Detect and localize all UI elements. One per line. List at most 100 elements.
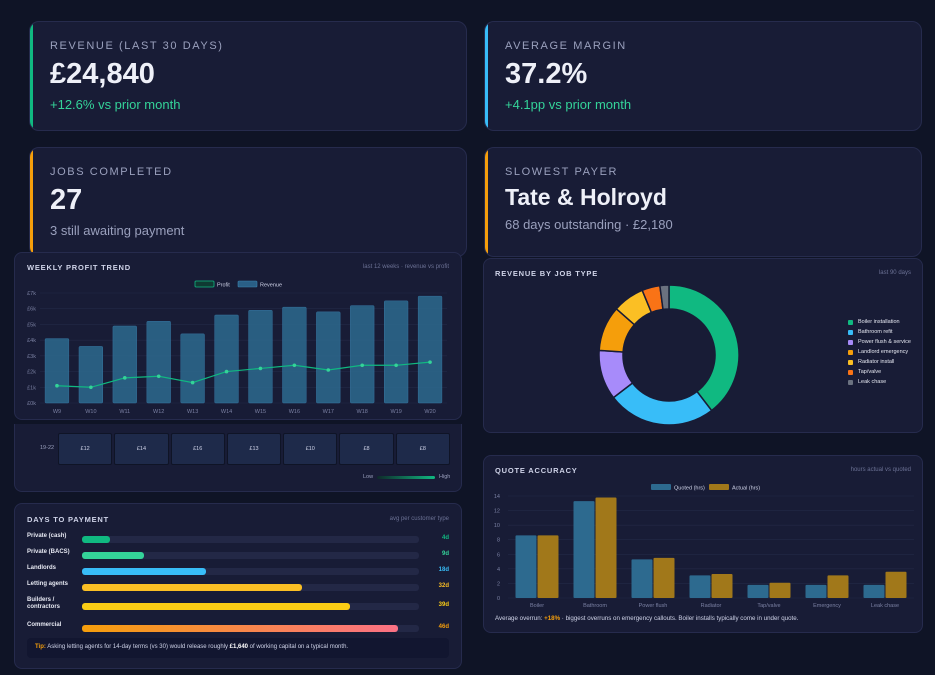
heatmap-cell: £14 (114, 433, 169, 465)
quoted-bar (631, 559, 653, 598)
donut-slice (659, 284, 670, 311)
revenue-bar (282, 306, 307, 404)
kpi-label: SLOWEST PAYER (505, 166, 619, 178)
y-tick-label: £5k (27, 322, 36, 328)
panel-title: REVENUE BY JOB TYPE (495, 269, 599, 278)
quoted-bar (515, 535, 537, 598)
profit-point (156, 374, 161, 379)
kpi-label: JOBS COMPLETED (50, 166, 173, 178)
kpi-value: 37.2% (505, 58, 588, 90)
payment-row: Builders / contractors 39d (27, 597, 449, 614)
legend-swatch (848, 319, 853, 325)
revenue-donut-chart (598, 284, 740, 426)
legend-label: Leak chase (858, 379, 887, 385)
payment-bar-fill (82, 552, 144, 559)
actual-bar (595, 497, 617, 598)
legend-swatch-profit (194, 280, 215, 288)
weekly-profit-chart: £0k £1k £2k £3k £4k £5k £6k £7k Profit Revenue W9 W… (27, 280, 447, 415)
payment-row-value: 4d (441, 535, 449, 541)
legend-swatch (848, 369, 853, 375)
legend-item: Tap/valve (848, 367, 881, 377)
x-tick-label: W20 (424, 409, 435, 415)
profit-point (89, 385, 93, 390)
heatmap-panel: 19-22 £12 £14 £16 £13 £10 £8 £8 Low High (14, 424, 462, 492)
legend-swatch-actual (709, 484, 729, 490)
panel-title: DAYS TO PAYMENT (27, 515, 110, 524)
heatmap-cell: £8 (395, 433, 450, 465)
x-tick-label: W17 (323, 409, 334, 415)
revenue-bar (384, 300, 409, 404)
x-tick-label: W13 (187, 409, 198, 415)
y-tick-label: 6 (497, 552, 500, 558)
panel-note: last 90 days (878, 270, 911, 276)
payment-row-value: 46d (438, 624, 449, 630)
legend-item: Bathroom refit (848, 327, 893, 337)
kpi-value: £24,840 (50, 58, 155, 90)
payment-row-label: Commercial (27, 622, 62, 628)
legend-swatch (848, 329, 853, 335)
kpi-delta: +4.1pp vs prior month (505, 97, 632, 112)
revenue-bar (350, 305, 375, 404)
x-tick-label: W14 (221, 409, 232, 415)
legend-label: Landlord emergency (858, 349, 909, 355)
payment-row: Commercial 46d (27, 622, 449, 636)
payment-row: Landlords 18d (27, 565, 449, 579)
donut-slice (668, 284, 740, 412)
legend-swatch-revenue (237, 280, 258, 288)
legend-swatch-quoted (651, 484, 671, 490)
kpi-card-jobs: JOBS COMPLETED 27 3 still awaiting payme… (29, 147, 467, 257)
legend-label: Boiler installation (858, 319, 900, 325)
payment-bar-track (82, 568, 419, 575)
x-tick-label: W18 (357, 409, 368, 415)
y-tick-label: 8 (497, 538, 500, 544)
x-tick-label: W10 (85, 409, 96, 415)
revenue-bar (180, 333, 205, 404)
quoted-bar (805, 584, 827, 598)
legend-label: Bathroom refit (858, 329, 893, 335)
profit-point (292, 363, 297, 368)
quote-accuracy-panel: QUOTE ACCURACY hours actual vs quoted 0 2… (483, 455, 923, 633)
tip-banner: Tip: Asking letting agents for 14-day te… (27, 638, 449, 658)
tip-amount: £1,640 (229, 644, 249, 650)
legend-label: Power flush & service (858, 339, 911, 345)
revenue-bar (248, 310, 273, 404)
revenue-bar (112, 325, 137, 404)
legend-label-actual: Actual (hrs) (732, 486, 760, 492)
kpi-label: REVENUE (LAST 30 DAYS) (50, 40, 224, 52)
payment-bar-fill (82, 536, 110, 543)
x-tick-label: W19 (390, 409, 401, 415)
legend-label: Radiator install (858, 359, 895, 365)
payment-bar-fill (82, 625, 399, 632)
legend-swatch (848, 339, 853, 345)
revenue-bar (44, 338, 70, 404)
profit-point (55, 383, 59, 388)
quoted-bar (573, 501, 595, 598)
actual-bar (769, 582, 791, 598)
y-tick-label: £2k (27, 370, 36, 376)
profit-point (394, 363, 398, 368)
donut-legend: Boiler installation Bathroom refit Power f… (848, 317, 918, 397)
revenue-bar (78, 346, 103, 404)
legend-item: Boiler installation (848, 317, 900, 327)
legend-label-profit: Profit (217, 283, 230, 289)
profit-line (56, 361, 431, 388)
kpi-label: AVERAGE MARGIN (505, 40, 627, 52)
y-tick-label: 4 (497, 567, 500, 573)
legend-item: Power flush & service (848, 337, 911, 347)
legend-item: Radiator install (848, 357, 894, 367)
legend-label-quoted: Quoted (hrs) (674, 486, 705, 492)
y-tick-label: £6k (27, 307, 36, 313)
y-tick-label: 2 (497, 581, 500, 587)
payment-row-value: 9d (441, 551, 449, 557)
x-tick-label: Bathroom (583, 603, 607, 609)
y-tick-label: 0 (497, 596, 500, 602)
footer-text-end: · biggest overruns on emergency callouts… (560, 615, 799, 622)
profit-point (122, 376, 127, 380)
legend-label: Tap/valve (858, 369, 882, 375)
profit-point (428, 360, 432, 364)
revenue-bar (146, 321, 171, 404)
payment-row: Letting agents 32d (27, 581, 449, 595)
legend-swatch (848, 379, 853, 385)
y-tick-label: £7k (27, 291, 36, 297)
x-tick-label: Tap/valve (757, 603, 780, 609)
